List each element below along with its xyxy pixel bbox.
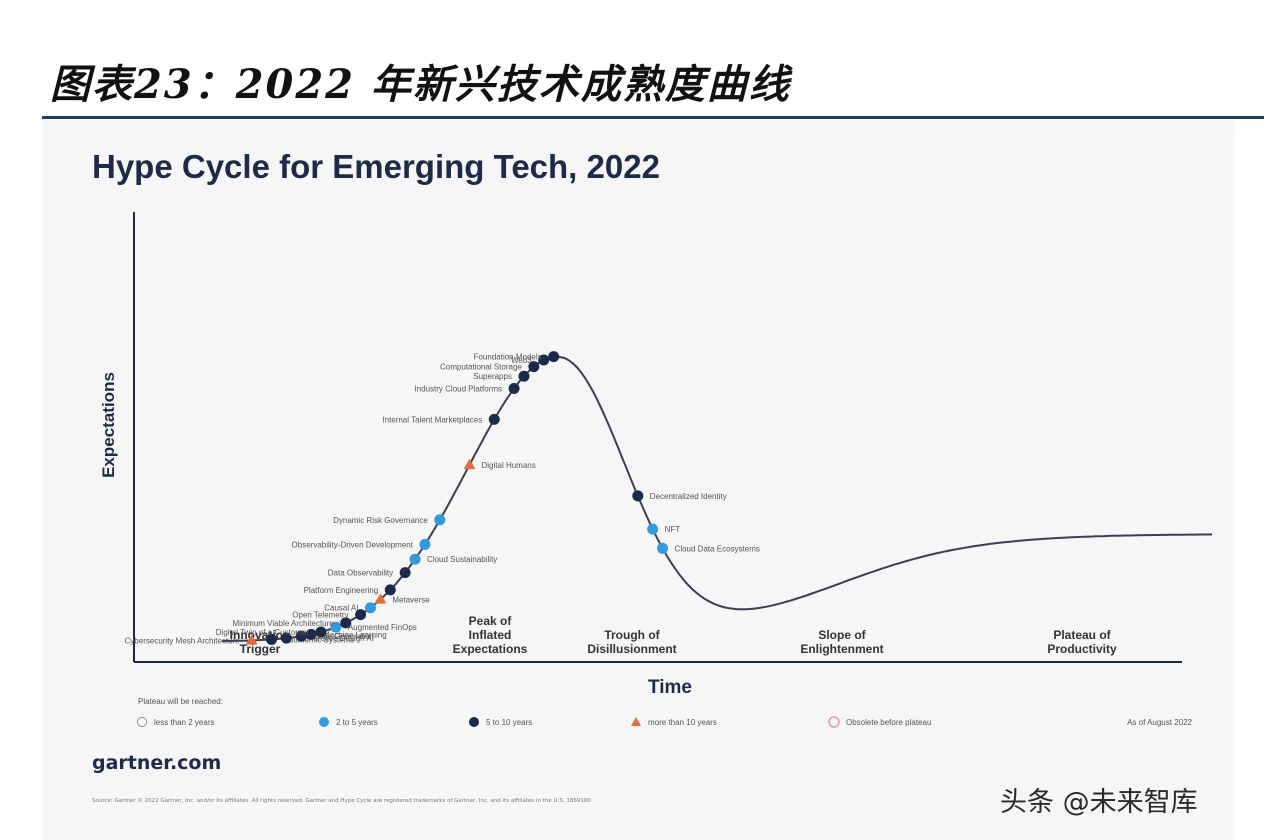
tech-label: Digital Twin of a Customer (216, 628, 310, 637)
tech-label: Cybersecurity Mesh Architecture (125, 636, 241, 645)
tech-marker (434, 514, 446, 526)
tech-marker (340, 617, 352, 629)
tech-marker (508, 382, 520, 394)
tech-label: Minimum Viable Architecture (233, 619, 335, 628)
tech-label: Internal Talent Marketplaces (382, 415, 482, 424)
tech-marker (632, 490, 644, 502)
tech-marker (384, 584, 396, 596)
copyright-note: Source: Gartner © 2022 Gartner, Inc. and… (92, 798, 591, 804)
title-divider (42, 116, 1264, 119)
tech-label: Machine Learning (323, 630, 387, 639)
tech-marker (365, 602, 376, 614)
legend-marker (469, 717, 479, 727)
tech-label: Foundation Models (474, 353, 542, 362)
tech-label: Dynamic Risk Governance (333, 516, 428, 525)
tech-label: Superapps (473, 372, 512, 381)
tech-label: Open Telemetry (292, 611, 348, 620)
tech-label: Industry Cloud Platforms (414, 384, 502, 393)
phase-label: Productivity (1047, 642, 1117, 656)
tech-label: Causal AI (324, 604, 358, 613)
phase-label: Slope of (818, 628, 866, 642)
tech-label: Computational Storage (440, 363, 522, 372)
tech-marker (315, 626, 327, 638)
legend-label: 2 to 5 years (336, 718, 378, 727)
phase-label: Enlightenment (800, 642, 883, 656)
tech-marker (305, 628, 317, 640)
phase-label: Plateau of (1053, 628, 1111, 642)
tech-label: Data Observability (328, 569, 393, 578)
tech-marker (245, 634, 258, 645)
tech-marker (463, 458, 476, 470)
tech-label: Digital Humans (482, 461, 536, 470)
legend-label: less than 2 years (154, 718, 214, 727)
legend-marker (631, 717, 641, 726)
y-axis-label: Expectations (99, 372, 118, 478)
chart-panel: Hype Cycle for Emerging Tech, 2022 Expect… (42, 120, 1234, 840)
tech-marker (538, 354, 550, 366)
tech-marker (280, 632, 292, 644)
tech-label: Metaverse (392, 595, 430, 604)
legend-marker (828, 716, 840, 728)
as-of-date: As of August 2022 (1127, 718, 1192, 727)
tech-marker (409, 553, 421, 565)
phase-label: Disillusionment (587, 642, 676, 656)
tech-marker (374, 593, 387, 604)
legend-label: more than 10 years (648, 718, 717, 727)
tech-marker (295, 630, 307, 642)
tech-label: Code Generation (313, 632, 374, 641)
tech-marker (419, 538, 431, 550)
page-title: 图表23：2022 年新兴技术成熟度曲线 (50, 61, 791, 108)
hype-cycle-chart: Hype Cycle for Emerging Tech, 2022 Expect… (92, 148, 1213, 728)
tech-label: Cloud Data Ecosystems (675, 544, 760, 553)
tech-marker (647, 523, 659, 535)
tech-label: Generative Design AI (298, 634, 374, 643)
source-url: gartner.com (92, 752, 222, 774)
phase-label: Peak of (469, 614, 513, 628)
tech-marker (399, 567, 411, 579)
legend-marker (137, 717, 147, 727)
tech-label: Platform Engineering (304, 586, 379, 595)
tech-marker (266, 633, 277, 645)
tech-marker (355, 609, 367, 621)
phase-label: Expectations (453, 642, 528, 656)
tech-marker (488, 413, 500, 425)
legend-title: Plateau will be reached: (138, 697, 223, 706)
tech-label: Web3 (511, 356, 532, 365)
tech-label: Autonomic Systems (284, 635, 355, 644)
phase-label: Trigger (240, 642, 281, 656)
x-axis-label: Time (648, 677, 692, 698)
tech-label: NFT (665, 525, 681, 534)
legend-marker (319, 717, 329, 727)
legend-label: Obsolete before plateau (846, 718, 931, 727)
chart-title: Hype Cycle for Emerging Tech, 2022 (92, 148, 660, 185)
phase-label: Inflated (469, 628, 512, 642)
tech-label: Observability-Driven Development (292, 540, 414, 549)
watermark-text: 头条 @未来智库 (1000, 787, 1198, 818)
tech-label: Augmented FinOps (348, 623, 417, 632)
tech-marker (548, 351, 560, 363)
phase-label: Trough of (604, 628, 660, 642)
tech-label: Cloud Sustainability (427, 555, 497, 564)
legend-label: 5 to 10 years (486, 718, 532, 727)
tech-label: Decentralized Identity (650, 492, 727, 501)
tech-marker (518, 370, 530, 382)
tech-marker (330, 621, 342, 633)
tech-marker (657, 542, 669, 554)
tech-marker (528, 361, 540, 373)
